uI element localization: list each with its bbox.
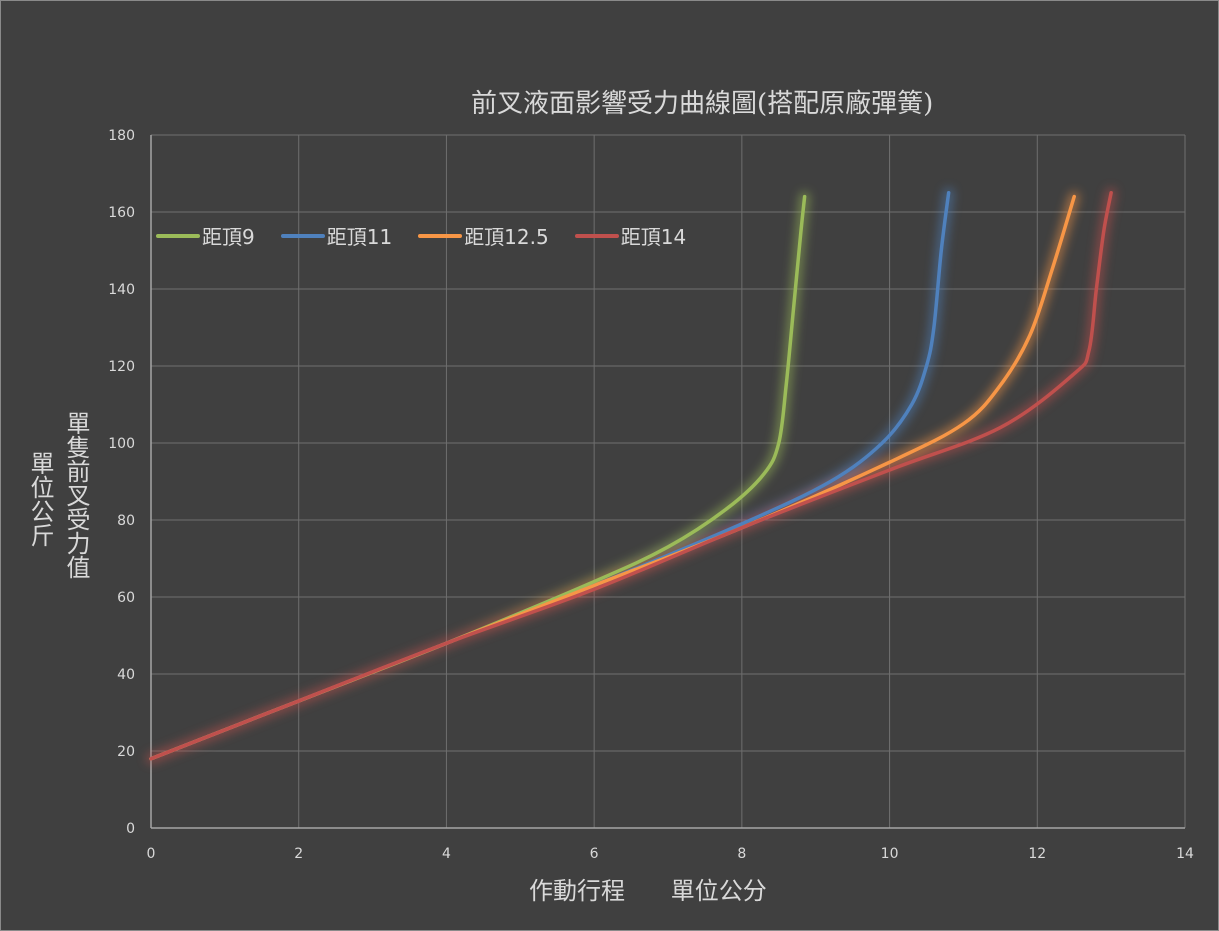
- legend-swatch-1: [280, 233, 325, 238]
- y-tick-label: 20: [117, 744, 135, 760]
- y-tick-label: 0: [126, 821, 135, 837]
- x-tick-label: 8: [737, 846, 746, 862]
- chart-title: 前叉液面影響受力曲線圖(搭配原廠彈簧): [471, 89, 934, 119]
- legend-label-0: 距頂9: [202, 225, 255, 249]
- legend-label-2: 距頂12.5: [464, 225, 549, 249]
- x-axis-title: 作動行程 單位公分: [529, 877, 767, 905]
- series-lines: [149, 191, 1113, 761]
- legend-swatch-0: [156, 233, 200, 238]
- x-tick-label: 4: [442, 846, 451, 862]
- legend-swatch-3: [574, 233, 619, 238]
- legend: 距頂9 距頂11 距頂12.5 距頂14: [156, 221, 686, 250]
- y-tick-label: 180: [108, 128, 135, 144]
- legend-swatch-2: [418, 233, 463, 238]
- y-tick-label: 140: [108, 282, 135, 298]
- legend-label-3: 距頂14: [620, 225, 687, 249]
- legend-label-1: 距頂11: [326, 225, 393, 249]
- x-tick-label: 12: [1028, 846, 1046, 862]
- y-axis-title: 單隻前叉受力值: [62, 411, 90, 579]
- y-tick-label: 40: [117, 667, 135, 683]
- axes: 0 20 40 60 80 100 120 140 160 180 0 2 4 6 8 10 12 14: [108, 128, 1194, 862]
- y-tick-label: 100: [108, 436, 135, 452]
- x-tick-label: 0: [147, 846, 156, 862]
- y-axis-unit: 單位公斤: [26, 451, 54, 547]
- series-line-3: [149, 191, 1113, 761]
- legend-item-2: 距頂12.5: [418, 221, 549, 250]
- y-tick-label: 120: [108, 359, 135, 375]
- y-tick-label: 160: [108, 205, 135, 221]
- x-tick-label: 14: [1176, 846, 1194, 862]
- legend-item-1: 距頂11: [280, 221, 393, 250]
- legend-item-3: 距頂14: [574, 221, 687, 250]
- x-tick-label: 10: [881, 846, 899, 862]
- legend-item-0: 距頂9: [156, 221, 255, 250]
- y-tick-label: 60: [117, 590, 135, 606]
- x-tick-label: 2: [294, 846, 303, 862]
- y-tick-label: 80: [117, 513, 135, 529]
- x-tick-label: 6: [590, 846, 599, 862]
